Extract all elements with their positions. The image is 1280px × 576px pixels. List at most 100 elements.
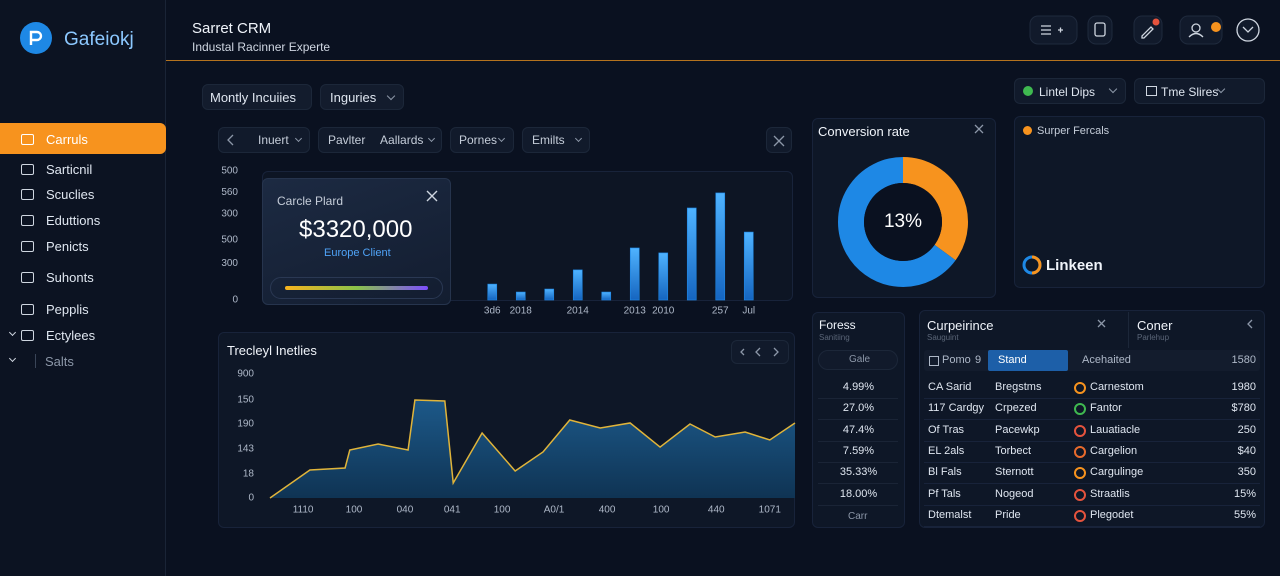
nav-item[interactable]: Sarticnil [46,162,93,177]
pie-panel [812,118,996,298]
row-divider [924,398,1260,399]
cell: Pacewkp [995,423,1040,436]
popup-subtitle: Europe Client [324,247,391,259]
cell: Crpezed [995,402,1037,415]
filter-label: Lintel Dips [1039,85,1096,99]
cell: $780 [1231,402,1256,415]
table-header: 1580 [1231,354,1256,366]
nav-icon [21,134,34,145]
stat-divider [818,398,898,399]
cell: Dtemalst [928,508,972,521]
popup-close[interactable] [426,190,438,202]
filter-label: Montly Incuiies [210,90,296,105]
cell-dot [1074,445,1086,458]
nav-item[interactable]: Ectylees [46,328,96,343]
cell: Straatlis [1090,487,1130,500]
stat-value: 35.33% [839,466,878,479]
nav-item[interactable]: Carruls [46,132,88,147]
close-button[interactable] [766,127,792,153]
logo-icon [20,22,52,54]
area-title: Trecleyl Inetlies [227,343,317,358]
table-header: 9 [975,354,982,366]
pie-title: Conversion rate [818,124,910,139]
legend-dot [1023,126,1032,135]
row-divider [924,525,1260,527]
stat-value: 7.59% [842,444,875,457]
cell: Cargelion [1090,444,1138,457]
cell: Lauatiacle [1090,423,1141,436]
row-divider [924,440,1260,442]
cell: Cargulinge [1090,466,1144,479]
header-icon [929,356,939,366]
table-side-subtitle: Parlehup [1137,333,1170,342]
cell: 250 [1237,423,1256,436]
x-tick-label: 3d6 [484,306,501,317]
x-tick-label: 257 [712,306,729,317]
calendar-icon [1146,86,1157,96]
cell: CA Sarid [928,381,972,393]
search-text: Gale [849,354,871,365]
stats-title: Foress [819,318,856,332]
cell: Plegodet [1090,508,1134,521]
cell: EL 2als [928,444,965,457]
users-button[interactable] [1179,15,1223,45]
nav-item[interactable]: Salts [45,354,74,369]
stat-value: 18.00% [839,487,878,500]
progress-bar [285,286,428,290]
nav-icon [21,330,34,341]
cell-dot [1074,509,1086,522]
panel-divider [1128,312,1129,348]
brand: Gafeiokj [64,29,134,50]
nav-item[interactable]: Penicts [46,239,89,254]
table-header: Pomo [942,354,971,366]
cell: 1980 [1231,381,1256,393]
x-tick-label: 2010 [652,306,675,317]
nav-item[interactable]: Scuclies [46,187,95,202]
cell: Of Tras [928,423,965,436]
nav-active[interactable] [0,123,166,154]
filter-label: Inguries [330,90,377,105]
cell-dot [1074,467,1086,480]
cell: $40 [1237,444,1256,457]
filter-dropdown[interactable] [1134,78,1265,104]
x-tick-label: 2018 [510,306,533,317]
nav-icon [21,189,34,200]
stat-value: 47.4% [842,423,875,436]
header-divider [166,60,1280,61]
table-header: Stand [998,354,1027,366]
row-divider [924,419,1260,421]
cell: Torbect [995,444,1032,457]
filter-dropdown[interactable] [320,84,404,110]
nav-item[interactable]: Pepplis [46,302,89,317]
cell: 350 [1237,466,1256,479]
cell-dot [1074,382,1086,394]
stat-divider [818,461,898,463]
stat-value: 27.0% [842,402,875,415]
filter-button[interactable] [202,84,312,110]
nav-item[interactable]: Suhonts [46,270,94,285]
status-dot [1023,86,1033,96]
nav-item[interactable]: Eduttions [46,213,101,228]
row-divider [924,504,1260,506]
header-icons [1029,15,1260,45]
tab-label: Emilts [532,133,565,147]
nav-icon [21,272,34,283]
clipboard-button[interactable] [1087,15,1113,45]
popup-title: Carcle Plard [277,194,344,208]
stat-divider [818,419,898,421]
table-subtitle: Sauguint [927,333,959,342]
cell-dot [1074,488,1086,501]
profile-button[interactable] [1236,18,1260,42]
stat-divider [818,504,898,506]
cell: 55% [1233,508,1256,521]
tab-label: Inuert [258,133,289,147]
nav-icon [21,164,34,175]
row-divider [924,483,1260,485]
stats-subtitle: Sanitiing [819,333,850,342]
menu-button[interactable] [1029,15,1078,45]
pager[interactable] [731,340,789,364]
header-title: Sarret CRM [192,20,272,37]
stat-value: 4.99% [842,381,875,393]
nav-icon [21,304,34,315]
